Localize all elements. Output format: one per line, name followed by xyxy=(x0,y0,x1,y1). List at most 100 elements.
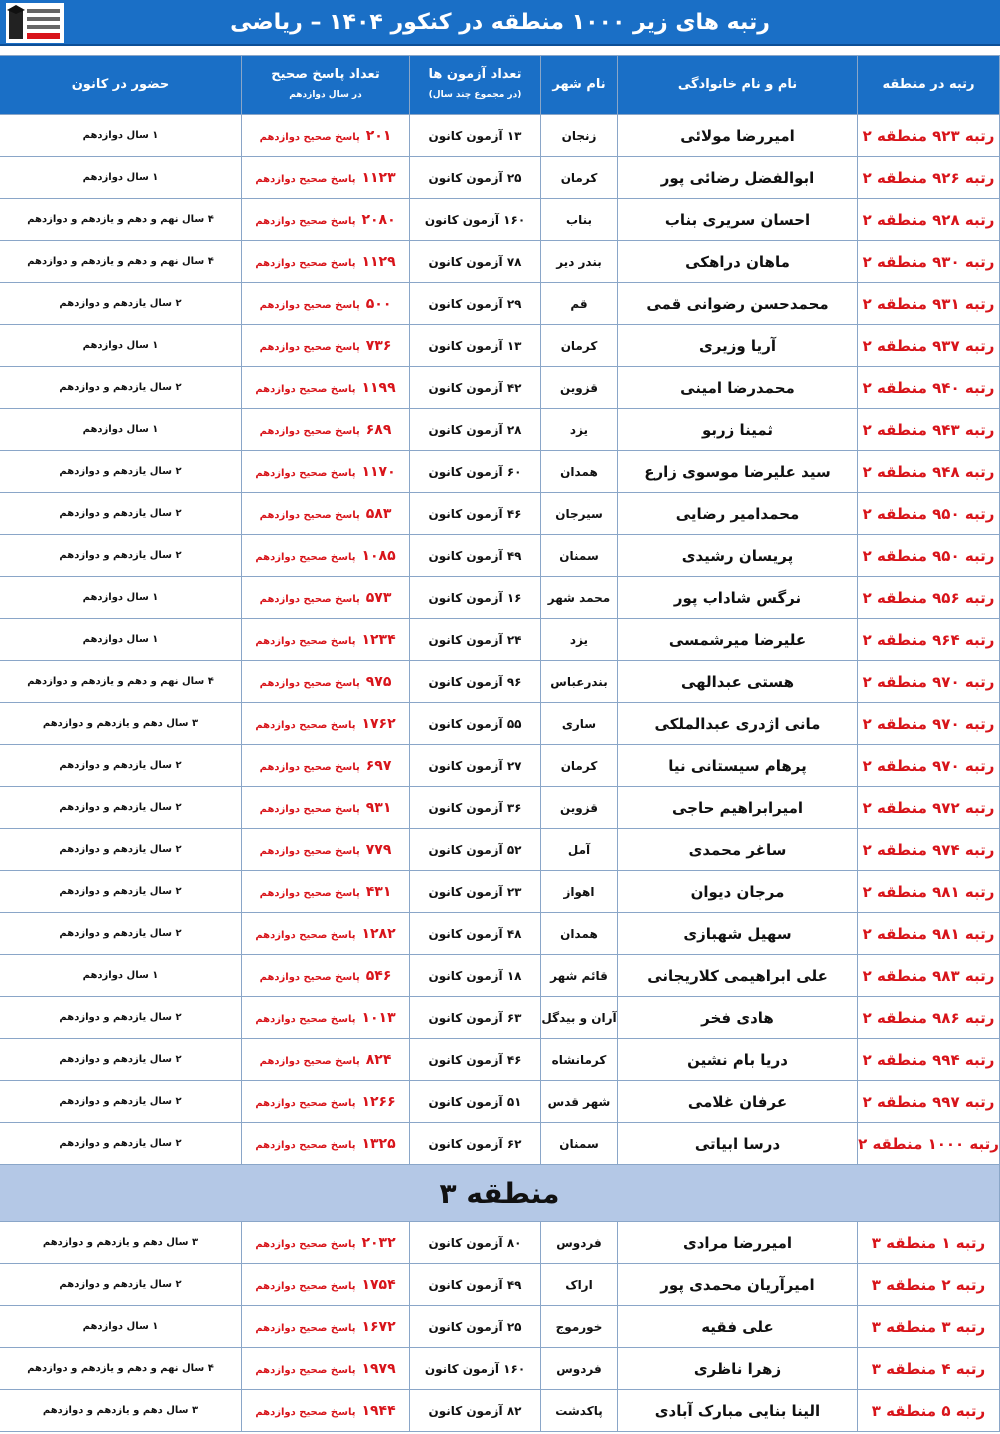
correct-label: پاسخ صحیح دوازدهم xyxy=(259,1055,360,1067)
attendance-cell: ۲ سال یازدهم و دوازدهم xyxy=(0,450,242,493)
table-row: رتبه ۹۸۱ منطقه ۲ مرجان دیوان اهواز ۲۳ آزمون… xyxy=(0,870,1000,913)
exams-cell: ۲۵ آزمون کانون xyxy=(409,1305,541,1348)
attendance-cell: ۳ سال دهم و یازدهم و دوازدهم xyxy=(0,702,242,745)
name-cell: امیررضا مولائی xyxy=(617,114,858,157)
rank-cell: رتبه ۴ منطقه ۳ xyxy=(857,1347,1000,1390)
city-cell: کرمان xyxy=(540,324,618,367)
page-title: رتبه های زیر ۱۰۰۰ منطقه در کنکور ۱۴۰۴ – … xyxy=(230,9,770,35)
correct-cell: ۲۰۸۰ پاسخ صحیح دوازدهم xyxy=(241,198,410,241)
correct-cell: ۷۳۶ پاسخ صحیح دوازدهم xyxy=(241,324,410,367)
exams-cell: ۴۹ آزمون کانون xyxy=(409,1263,541,1306)
table-row: رتبه ۹۸۱ منطقه ۲ سهیل شهبازی همدان ۴۸ آزمون… xyxy=(0,912,1000,955)
correct-cell: ۱۲۶۶ پاسخ صحیح دوازدهم xyxy=(241,1080,410,1123)
rank-cell: رتبه ۹۷۰ منطقه ۲ xyxy=(857,744,1000,787)
rank-cell: رتبه ۹۹۴ منطقه ۲ xyxy=(857,1038,1000,1081)
exams-cell: ۴۶ آزمون کانون xyxy=(409,1038,541,1081)
rank-cell: رتبه ۹۶۴ منطقه ۲ xyxy=(857,618,1000,661)
column-header: تعداد پاسخ صحیح در سال دوازدهم xyxy=(241,55,410,115)
rank-cell: رتبه ۹۸۶ منطقه ۲ xyxy=(857,996,1000,1039)
table-row: رتبه ۹۲۶ منطقه ۲ ابوالفضل رضائی پور کرمان ۲… xyxy=(0,156,1000,199)
column-header-text: تعداد پاسخ صحیح xyxy=(271,67,380,82)
correct-count: ۲۰۸۰ xyxy=(361,211,396,228)
correct-cell: ۱۰۸۵ پاسخ صحیح دوازدهم xyxy=(241,534,410,577)
rank-cell: رتبه ۲ منطقه ۳ xyxy=(857,1263,1000,1306)
rank-cell: رتبه ۹۷۰ منطقه ۲ xyxy=(857,702,1000,745)
exams-cell: ۲۸ آزمون کانون xyxy=(409,408,541,451)
exams-cell: ۲۵ آزمون کانون xyxy=(409,156,541,199)
logo-line xyxy=(27,9,60,13)
rank-cell: رتبه ۹۴۸ منطقه ۲ xyxy=(857,450,1000,493)
exams-cell: ۱۳ آزمون کانون xyxy=(409,324,541,367)
correct-count: ۲۰۱ xyxy=(365,127,392,144)
rank-cell: رتبه ۹۸۳ منطقه ۲ xyxy=(857,954,1000,997)
correct-count: ۱۲۳۴ xyxy=(361,631,396,648)
exams-cell: ۴۹ آزمون کانون xyxy=(409,534,541,577)
city-cell: پاکدشت xyxy=(540,1389,618,1432)
name-cell: ساغر محمدی xyxy=(617,828,858,871)
correct-label: پاسخ صحیح دوازدهم xyxy=(255,1322,356,1334)
correct-count: ۱۱۷۰ xyxy=(361,463,396,480)
table-row: رتبه ۹۳۷ منطقه ۲ آریا وزیری کرمان ۱۳ آزمون … xyxy=(0,324,1000,367)
attendance-cell: ۳ سال دهم و یازدهم و دوازدهم xyxy=(0,1389,242,1432)
attendance-cell: ۱ سال دوازدهم xyxy=(0,954,242,997)
table-body: رتبه ۹۲۳ منطقه ۲ امیررضا مولائی زنجان ۱۳ آز… xyxy=(0,114,1000,1432)
attendance-cell: ۴ سال نهم و دهم و یازدهم و دوازدهم xyxy=(0,240,242,283)
table-header: رتبه در منطقه نام و نام خانوادگی نام شهر تع… xyxy=(0,55,1000,115)
correct-count: ۵۷۳ xyxy=(365,589,392,606)
name-cell: امیررضا مرادی xyxy=(617,1221,858,1264)
logo-figure xyxy=(9,9,23,39)
correct-count: ۱۱۲۹ xyxy=(361,253,396,270)
correct-label: پاسخ صحیح دوازدهم xyxy=(255,257,356,269)
name-cell: درسا ابیاتی xyxy=(617,1122,858,1165)
attendance-cell: ۲ سال یازدهم و دوازدهم xyxy=(0,828,242,871)
column-header-text: نام و نام خانوادگی xyxy=(677,77,798,92)
attendance-cell: ۱ سال دوازدهم xyxy=(0,576,242,619)
correct-label: پاسخ صحیح دوازدهم xyxy=(255,1013,356,1025)
city-cell: بندرعباس xyxy=(540,660,618,703)
correct-label: پاسخ صحیح دوازدهم xyxy=(255,1097,356,1109)
correct-label: پاسخ صحیح دوازدهم xyxy=(255,467,356,479)
correct-count: ۶۹۷ xyxy=(365,757,392,774)
correct-label: پاسخ صحیح دوازدهم xyxy=(255,1238,356,1250)
column-header: نام شهر xyxy=(540,55,618,115)
city-cell: زنجان xyxy=(540,114,618,157)
correct-cell: ۵۰۰ پاسخ صحیح دوازدهم xyxy=(241,282,410,325)
attendance-cell: ۴ سال نهم و دهم و یازدهم و دوازدهم xyxy=(0,660,242,703)
rank-cell: رتبه ۹۷۰ منطقه ۲ xyxy=(857,660,1000,703)
correct-count: ۷۷۹ xyxy=(365,841,392,858)
correct-cell: ۵۷۳ پاسخ صحیح دوازدهم xyxy=(241,576,410,619)
city-cell: سمنان xyxy=(540,1122,618,1165)
city-cell: کرمان xyxy=(540,156,618,199)
column-header-text: تعداد آزمون ها xyxy=(428,67,522,82)
column-subheader: در سال دوازدهم xyxy=(289,90,362,100)
table-row: رتبه ۹۲۸ منطقه ۲ احسان سریری بناب بناب ۱۶۰ … xyxy=(0,198,1000,241)
correct-cell: ۴۳۱ پاسخ صحیح دوازدهم xyxy=(241,870,410,913)
attendance-cell: ۲ سال یازدهم و دوازدهم xyxy=(0,744,242,787)
name-cell: مانی اژدری عبدالملکی xyxy=(617,702,858,745)
title-bar: رتبه های زیر ۱۰۰۰ منطقه در کنکور ۱۴۰۴ – … xyxy=(0,0,1000,46)
city-cell: محمد شهر xyxy=(540,576,618,619)
rank-cell: رتبه ۹۸۱ منطقه ۲ xyxy=(857,912,1000,955)
name-cell: عرفان غلامی xyxy=(617,1080,858,1123)
correct-cell: ۱۱۲۹ پاسخ صحیح دوازدهم xyxy=(241,240,410,283)
table-row: رتبه ۹۴۰ منطقه ۲ محمدرضا امینی قزوین ۴۲ آزم… xyxy=(0,366,1000,409)
correct-cell: ۱۰۱۳ پاسخ صحیح دوازدهم xyxy=(241,996,410,1039)
column-header-text: رتبه در منطقه xyxy=(882,77,975,92)
exams-cell: ۵۵ آزمون کانون xyxy=(409,702,541,745)
attendance-cell: ۱ سال دوازدهم xyxy=(0,156,242,199)
city-cell: کرمان xyxy=(540,744,618,787)
table-row: رتبه ۹۳۱ منطقه ۲ محمدحسن رضوانی قمی قم ۲۹ آ… xyxy=(0,282,1000,325)
city-cell: یزد xyxy=(540,408,618,451)
rank-cell: رتبه ۳ منطقه ۳ xyxy=(857,1305,1000,1348)
table-row: رتبه ۹۶۴ منطقه ۲ علیرضا میرشمسی یزد ۲۴ آزمو… xyxy=(0,618,1000,661)
attendance-cell: ۱ سال دوازدهم xyxy=(0,1305,242,1348)
city-cell: شهر قدس xyxy=(540,1080,618,1123)
name-cell: محمدامیر رضایی xyxy=(617,492,858,535)
correct-cell: ۱۹۷۹ پاسخ صحیح دوازدهم xyxy=(241,1347,410,1390)
city-cell: قائم شهر xyxy=(540,954,618,997)
correct-cell: ۲۰۱ پاسخ صحیح دوازدهم xyxy=(241,114,410,157)
correct-label: پاسخ صحیح دوازدهم xyxy=(255,1280,356,1292)
city-cell: خورموج xyxy=(540,1305,618,1348)
table-row: رتبه ۹۲۳ منطقه ۲ امیررضا مولائی زنجان ۱۳ آز… xyxy=(0,114,1000,157)
